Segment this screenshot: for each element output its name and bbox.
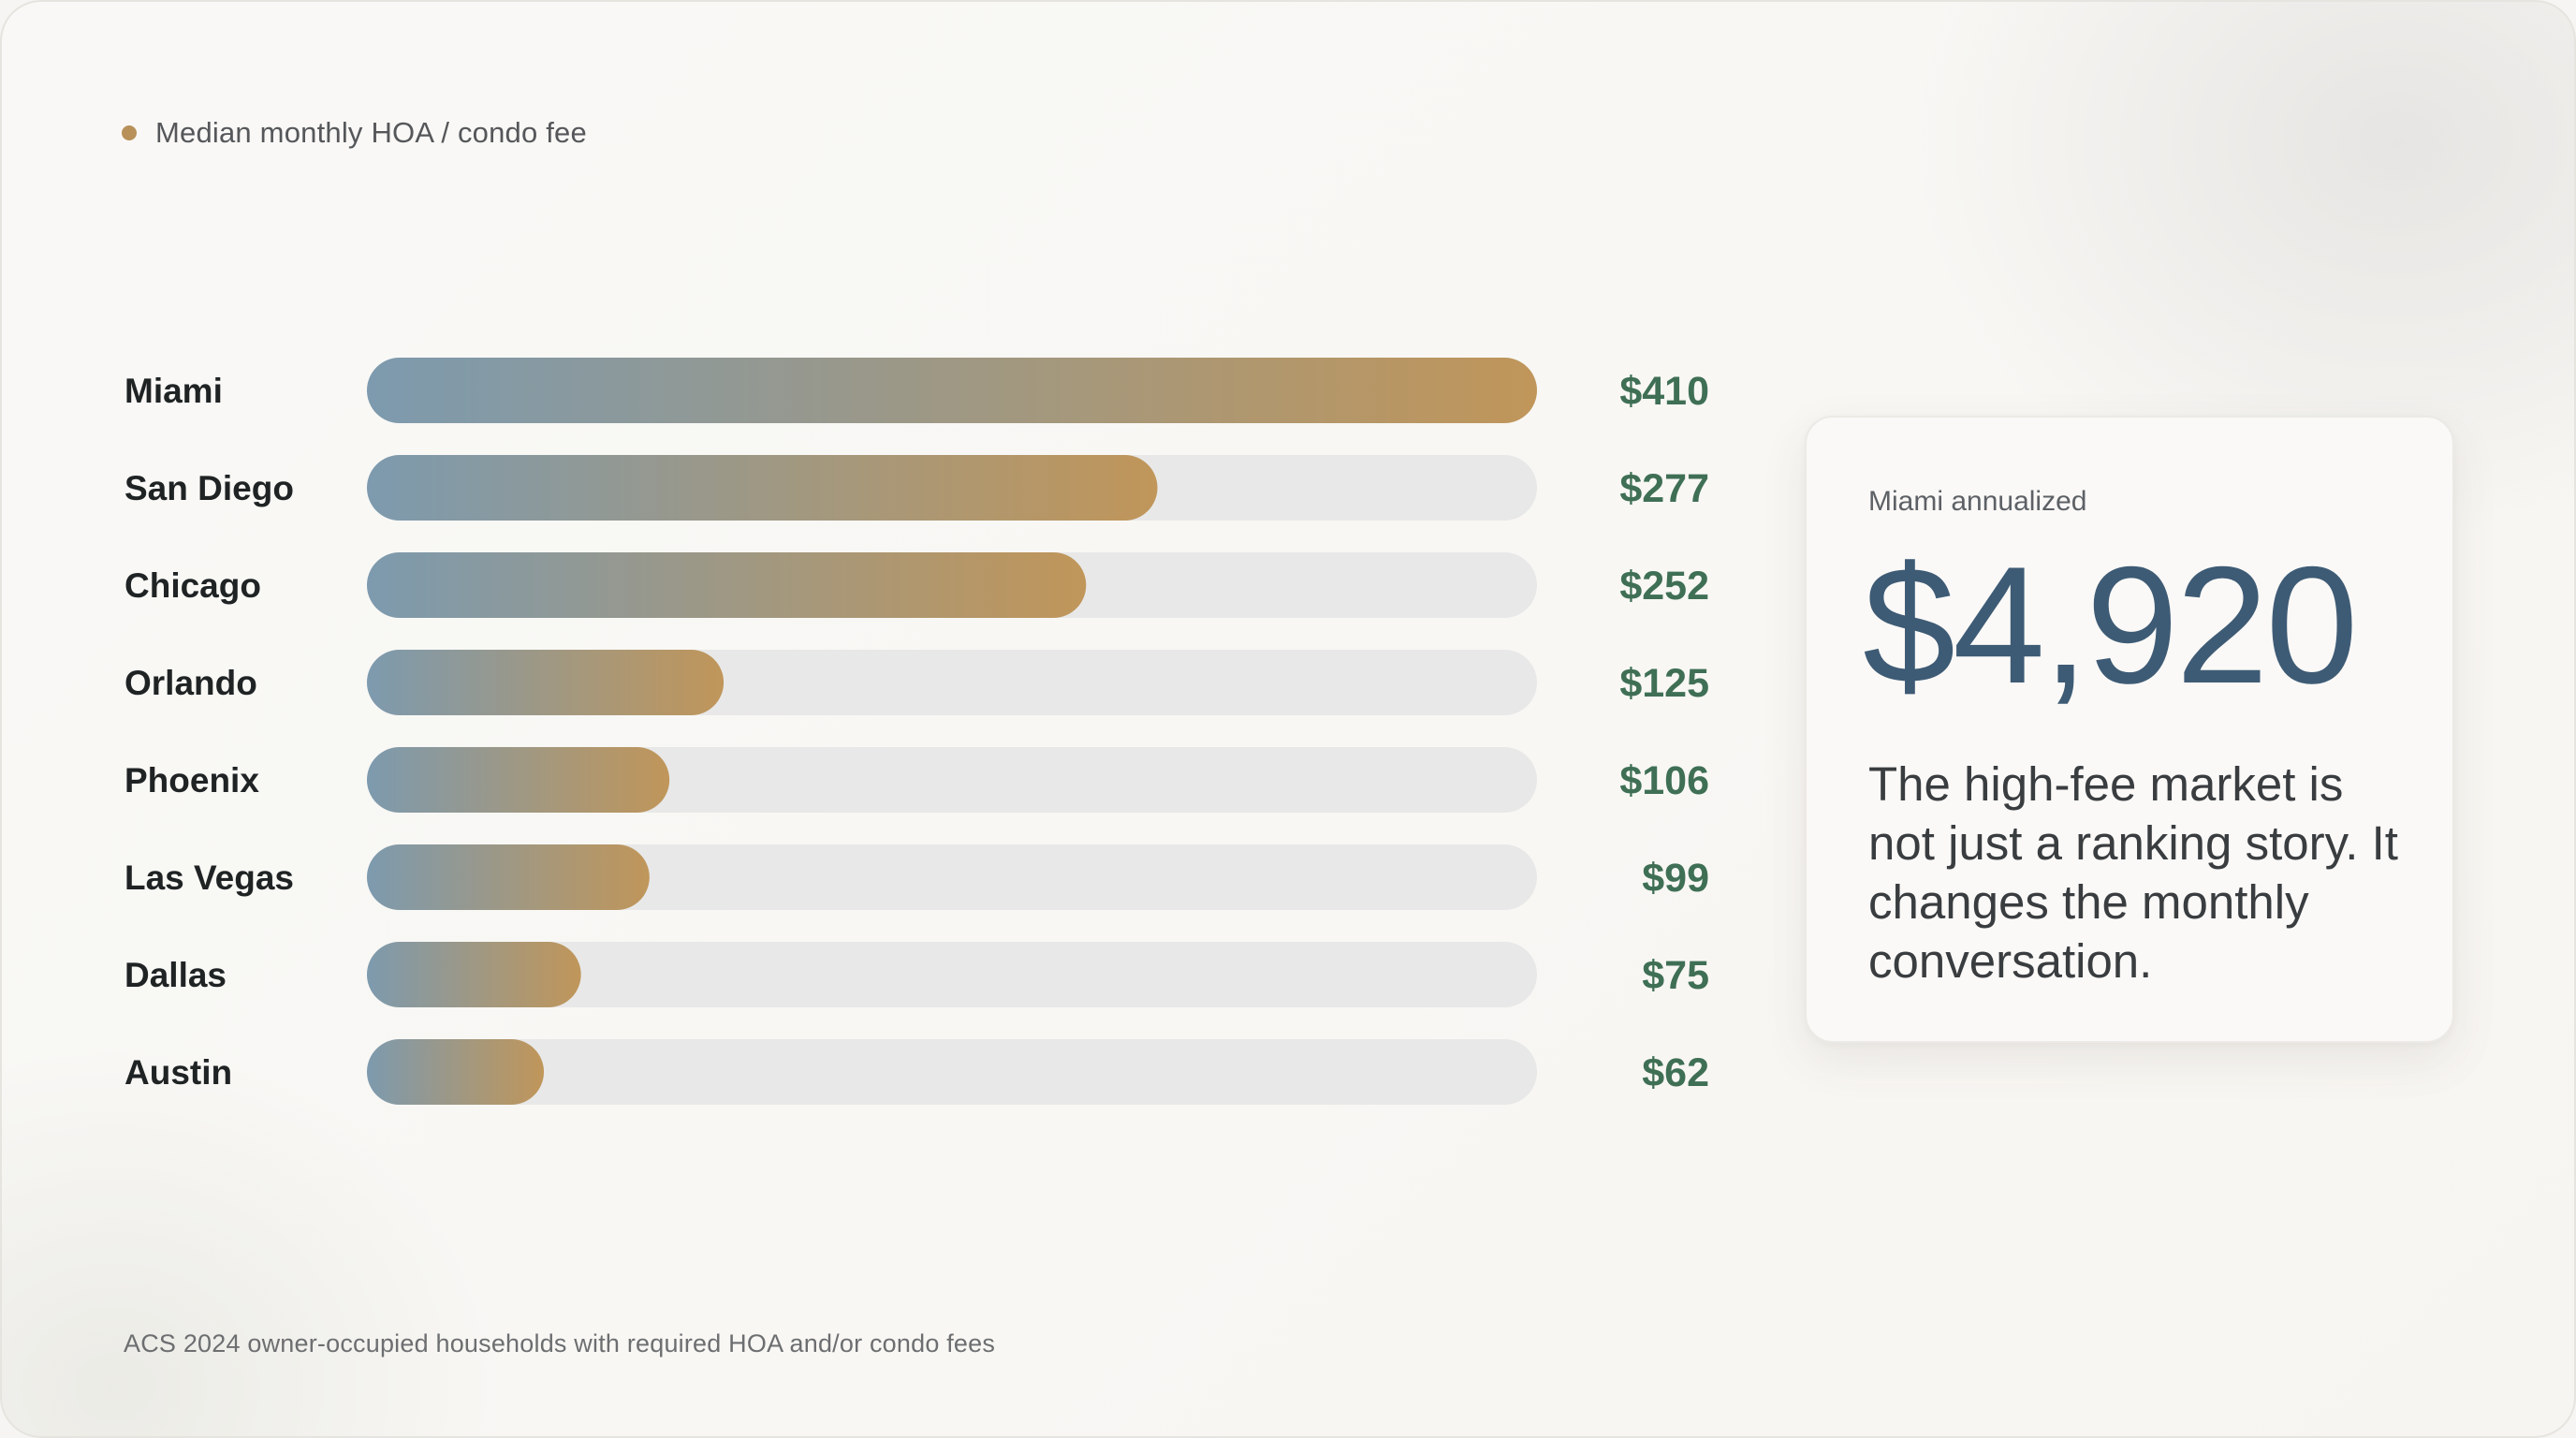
- highlight-card: Miami annualized $4,920 The high-fee mar…: [1805, 416, 2454, 1043]
- bar-track: [367, 844, 1537, 910]
- category-label: Las Vegas: [124, 858, 294, 897]
- bar-chicago: [367, 552, 1087, 618]
- bar-austin: [367, 1039, 545, 1105]
- category-label: Phoenix: [124, 761, 259, 800]
- value-label: $125: [1619, 661, 1709, 706]
- category-label: San Diego: [124, 469, 294, 507]
- card-kicker: Miami annualized: [1868, 486, 2087, 517]
- chart-legend: Median monthly HOA / condo fee: [122, 112, 587, 154]
- card-value: $4,920: [1863, 532, 2358, 718]
- category-label: Chicago: [124, 566, 261, 605]
- value-label: $62: [1642, 1050, 1709, 1095]
- category-label: Miami: [124, 372, 223, 410]
- source-footnote: ACS 2024 owner-occupied households with …: [124, 1329, 996, 1357]
- bar-chart: Miami $410 San Diego $277 Chicago $252 Orlando…: [124, 358, 1709, 1105]
- value-label: $410: [1619, 369, 1709, 414]
- bar-dallas: [367, 942, 581, 1007]
- value-label: $277: [1619, 466, 1709, 511]
- bar-orlando: [367, 650, 724, 715]
- bar-miami: [367, 358, 1537, 423]
- category-label: Dallas: [124, 956, 227, 994]
- value-label: $75: [1642, 953, 1709, 998]
- bar-san-diego: [367, 455, 1158, 521]
- value-label: $99: [1642, 856, 1709, 901]
- bar-phoenix: [367, 747, 670, 813]
- value-label: $106: [1619, 758, 1709, 803]
- bar-las-vegas: [367, 844, 650, 910]
- bar-track: [367, 942, 1537, 1007]
- legend-dot: [122, 125, 137, 140]
- bar-track: [367, 1039, 1537, 1105]
- card-text: The high-fee market is not just a rankin…: [1868, 757, 2398, 988]
- category-label: Austin: [124, 1053, 232, 1092]
- legend-label: Median monthly HOA / condo fee: [155, 116, 587, 149]
- value-label: $252: [1619, 564, 1709, 609]
- category-label: Orlando: [124, 664, 257, 702]
